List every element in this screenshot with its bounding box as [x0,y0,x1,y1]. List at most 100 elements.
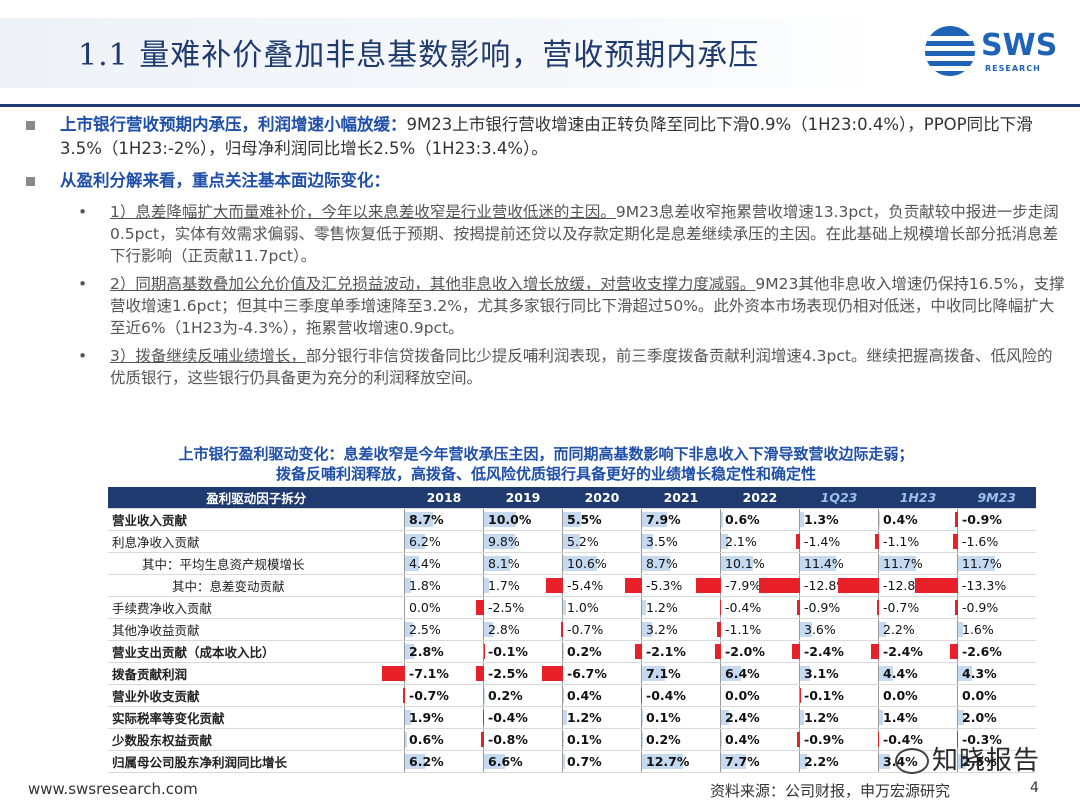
value-cell: 0.6% [404,728,484,751]
value-cell: 1.4% [878,706,958,729]
table-row: 手续费净收入贡献 0.0% -2.5% 1.0% 1.2% -0.4% -0.9% -0.7%… [108,596,1036,619]
value-text: -2.4% [804,644,844,659]
value-cell: -1.6% [952,530,1036,553]
value-cell: 5.5% [562,508,642,531]
value-text: 10.0% [488,512,532,527]
negative-bar [795,534,800,549]
value-cell: -1.4% [795,530,879,553]
value-cell: 5.2% [562,530,642,553]
value-text: 6.2% [409,754,444,769]
positive-bar [563,600,567,615]
value-cell: 7.9% [641,508,721,531]
value-cell: 3.2% [641,618,721,641]
value-cell: 0.7% [562,750,642,773]
positive-bar [642,622,653,637]
footer-url[interactable]: www.swsresearch.com [28,780,198,798]
value-cell: 1.0% [562,596,642,619]
positive-bar [405,754,425,769]
value-text: 7.7% [725,754,760,769]
value-cell: 11.4% [799,552,879,575]
value-text: -0.4% [725,600,762,615]
value-text: 5.5% [567,512,602,527]
value-cell: -6.7% [541,662,642,685]
value-text: -2.5% [488,666,528,681]
value-text: 0.4% [567,688,602,703]
table-row: 营业外收支贡献 -0.7% 0.2% 0.4% -0.4% 0.0% -0.1% 0.0% 0.… [108,684,1036,707]
positive-bar [642,754,683,769]
negative-bar [792,644,800,659]
positive-bar [958,622,964,637]
value-text: -0.4% [488,710,528,725]
positive-bar [642,512,668,527]
value-text: 4.3% [962,666,997,681]
negative-bar [625,578,642,593]
positive-bar [879,512,881,527]
negative-bar [719,600,721,615]
value-text: 4.4% [409,556,441,571]
positive-bar [879,556,917,571]
value-text: 7.9% [646,512,681,527]
value-cell: -0.9% [797,728,879,751]
value-cell: 0.4% [562,684,642,707]
value-text: 0.0% [409,600,441,615]
value-text: 2.4% [725,710,760,725]
value-cell: 8.7% [641,552,721,575]
value-text: -2.0% [725,644,765,659]
positive-bar [958,754,966,769]
table-row: 其中：平均生息资产规模增长 4.4% 8.1% 10.6% 8.7% 10.1% 11.4%… [108,552,1036,575]
positive-bar [563,688,565,703]
positive-bar [958,710,965,725]
value-text: 11.7% [962,556,1002,571]
row-label: 少数股东权益贡献 [108,728,405,751]
value-text: -0.1% [488,644,528,659]
positive-bar [800,622,812,637]
negative-bar [875,534,879,549]
sws-logo: SWS RESEARCH [925,26,1065,82]
value-text: 1.2% [804,710,839,725]
negative-bar [952,534,958,549]
negative-bar [482,710,484,725]
positive-bar [642,556,670,571]
value-cell: 0.2% [641,728,721,751]
value-text: -6.7% [567,666,607,681]
wechat-icon [895,748,929,774]
value-cell: 8.7% [404,508,484,531]
value-cell: 6.4% [720,662,800,685]
value-cell: 2.0% [957,706,1036,729]
positive-bar [958,666,972,681]
negative-bar [876,600,879,615]
positive-bar [484,556,510,571]
value-cell: -2.0% [714,640,800,663]
title-background [0,18,880,88]
value-text: -1.1% [883,534,920,549]
value-text: 0.1% [567,732,602,747]
positive-bar [800,666,810,681]
value-cell: 3.5% [641,530,721,553]
row-label: 营业收入贡献 [108,508,405,531]
value-text: 5.2% [567,534,599,549]
sub-head: 1）息差降幅扩大而量难补价，今年以来息差收窄是行业营收低迷的主因。 [110,203,616,221]
negative-bar [560,622,563,637]
positive-bar [721,666,742,681]
row-label: 营业支出贡献（成本收入比） [108,640,405,663]
value-cell: -2.1% [635,640,721,663]
column-header: 9M23 [957,487,1036,509]
positive-bar [721,556,754,571]
column-header: 2019 [483,487,563,509]
column-header: 2020 [562,487,642,509]
value-cell: 0.1% [641,706,721,729]
value-text: 8.1% [488,556,520,571]
value-cell: -0.1% [483,640,563,663]
sub-bullet-3: • 3）拨备继续反哺业绩增长，部分银行非信贷拨备同比少提反哺利润表现，前三季度拨… [22,345,1067,389]
value-text: -0.9% [962,512,1002,527]
value-cell: 1.2% [562,706,642,729]
value-text: -0.1% [804,688,844,703]
value-text: 3.2% [646,622,678,637]
sub-text: 9M23其他非息收入增速仍保持16.5%，支撑营收增速1.6pct；但其中三季度… [110,275,1065,337]
positive-bar [879,754,890,769]
value-cell: -2.4% [792,640,879,663]
sub-head: 2）同期高基数叠加公允价值及汇兑损益波动，其他非息收入增长放缓，对营收支撑力度减… [110,275,756,293]
value-cell: 8.1% [483,552,563,575]
logo-sub: RESEARCH [985,64,1041,73]
value-text: -1.6% [962,534,999,549]
